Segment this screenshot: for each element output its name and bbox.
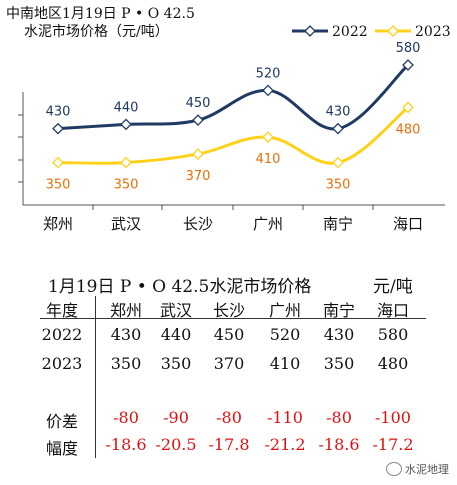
table-title: 1月19日 P • O 42.5水泥市场价格 — [48, 277, 312, 297]
data-label-2023-4: 350 — [326, 178, 351, 193]
chart-title-line1: 中南地区1月19日 P • O 42.5 — [6, 6, 195, 22]
point-2022-3 — [262, 84, 274, 97]
x-tick-label-4: 南宁 — [323, 215, 353, 233]
point-2023-5 — [402, 101, 414, 114]
data-label-2022-5: 580 — [396, 41, 421, 56]
table-row-label-0: 2022 — [41, 325, 83, 344]
table-cell-1-2: 370 — [213, 354, 245, 373]
point-2022-4 — [332, 122, 344, 135]
table-col-header-0: 郑州 — [109, 301, 143, 320]
point-2023-4 — [332, 156, 344, 169]
table-label-divider — [95, 296, 96, 458]
table-cell-3-4: -18.6 — [318, 435, 360, 454]
series-line-2023 — [57, 106, 409, 165]
table-col-header-5: 海口 — [376, 301, 410, 320]
chart-title-line2: 水泥市场价格（元/吨） — [24, 24, 169, 40]
table-unit: 元/吨 — [373, 277, 413, 297]
table-cell-1-3: 410 — [269, 354, 301, 373]
data-label-2023-5: 480 — [396, 122, 421, 137]
table-cell-3-1: -20.5 — [155, 435, 197, 454]
data-label-2022-2: 450 — [186, 96, 211, 111]
table-cell-0-0: 430 — [110, 325, 142, 344]
data-label-2023-0: 350 — [46, 178, 71, 193]
table-cell-3-2: -17.8 — [208, 435, 250, 454]
table-cell-1-1: 350 — [160, 354, 192, 373]
table-cell-2-1: -90 — [163, 408, 189, 427]
line-chart: 430 440 450 520 430 580 350 350 370 410 350 480 郑州 武汉… — [18, 24, 451, 233]
data-label-2022-4: 430 — [326, 105, 351, 120]
table-cell-1-5: 480 — [377, 354, 409, 373]
table-cell-0-3: 520 — [269, 325, 301, 344]
point-2022-2 — [192, 114, 204, 127]
table-cell-3-3: -21.2 — [264, 435, 306, 454]
data-label-2022-3: 520 — [256, 66, 281, 81]
x-tick-label-2: 长沙 — [183, 215, 213, 233]
legend-marker-2023 — [387, 25, 399, 37]
series-line-2022 — [57, 63, 410, 131]
data-label-2023-3: 410 — [256, 152, 281, 167]
table-cell-0-4: 430 — [323, 325, 355, 344]
table-col-header-3: 广州 — [268, 301, 302, 320]
legend-label-2023: 2023 — [415, 24, 451, 40]
table-row-label-3: 幅度 — [45, 439, 79, 458]
data-label-2022-0: 430 — [46, 105, 71, 120]
table-cell-1-0: 350 — [110, 354, 142, 373]
watermark-logo-icon — [386, 462, 402, 476]
point-2022-1 — [120, 118, 132, 131]
legend-label-2022: 2022 — [332, 24, 368, 40]
table-cell-0-5: 580 — [377, 325, 409, 344]
table-cell-2-0: -80 — [113, 408, 139, 427]
table-cell-3-5: -17.2 — [372, 435, 414, 454]
data-label-2022-1: 440 — [114, 100, 139, 115]
table-row-label-1: 2023 — [41, 354, 83, 373]
table-cell-3-0: -18.6 — [105, 435, 147, 454]
table-col-header-4: 南宁 — [322, 301, 356, 320]
table-cell-0-2: 450 — [213, 325, 245, 344]
table-cell-1-4: 350 — [323, 354, 355, 373]
table-cell-2-5: -100 — [375, 408, 411, 427]
table-cell-0-1: 440 — [160, 325, 192, 344]
watermark: 水泥地理 — [386, 461, 449, 477]
x-tick-label-1: 武汉 — [111, 215, 141, 233]
table-cell-2-4: -80 — [326, 408, 352, 427]
table-cell-2-3: -110 — [267, 408, 303, 427]
legend-marker-2022 — [304, 25, 316, 37]
data-label-2023-1: 350 — [114, 178, 139, 193]
point-2023-1 — [120, 156, 132, 169]
point-2023-3 — [262, 131, 274, 143]
table-header-divider — [40, 318, 426, 319]
table-cell-2-2: -80 — [216, 408, 242, 427]
x-tick-label-3: 广州 — [253, 215, 283, 233]
watermark-text: 水泥地理 — [405, 463, 449, 476]
x-tick-label-5: 海口 — [393, 215, 423, 233]
table-row-label-2: 价差 — [45, 412, 79, 431]
point-2022-5 — [402, 59, 414, 71]
data-label-2023-2: 370 — [186, 169, 211, 184]
table-col-header-2: 长沙 — [212, 301, 246, 320]
x-tick-label-0: 郑州 — [43, 215, 73, 233]
point-2022-0 — [52, 122, 64, 135]
table-corner-header: 年度 — [45, 301, 79, 320]
point-2023-2 — [192, 148, 204, 160]
point-2023-0 — [52, 156, 64, 169]
table-col-header-1: 武汉 — [159, 301, 193, 320]
